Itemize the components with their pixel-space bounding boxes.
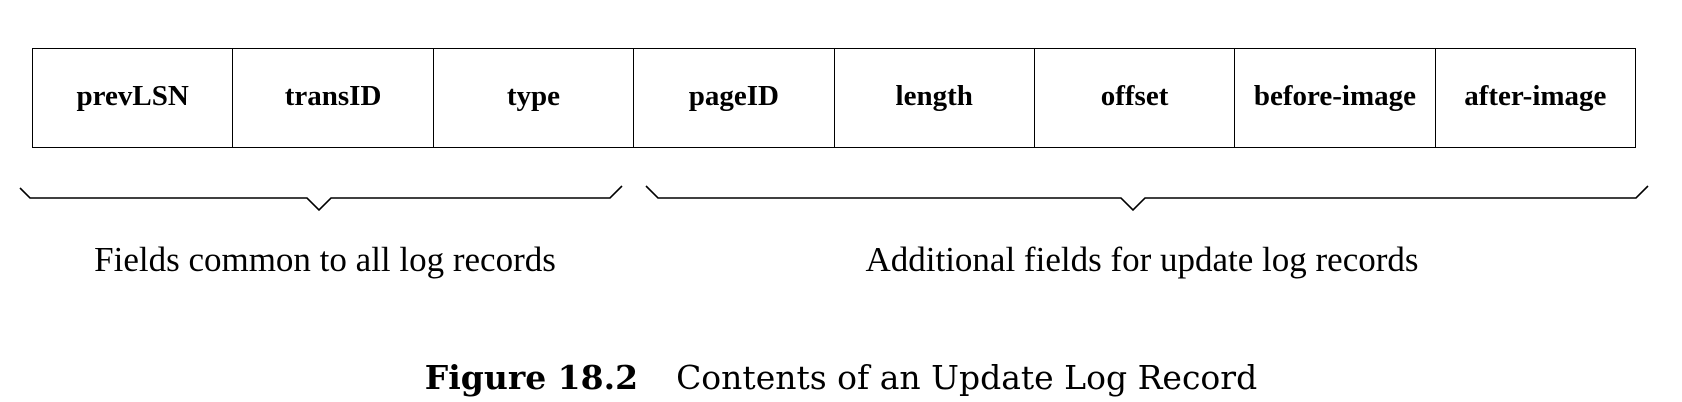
field-offset: offset bbox=[1035, 49, 1236, 147]
field-prevlsn: prevLSN bbox=[33, 49, 234, 147]
group-braces bbox=[19, 185, 1649, 212]
field-transid: transID bbox=[233, 49, 434, 147]
log-record-layout: prevLSN transID type pageID length offse… bbox=[32, 48, 1636, 148]
figure-number: Figure 18.2 bbox=[424, 358, 639, 397]
update-fields-label: Additional fields for update log records bbox=[865, 240, 1419, 279]
field-after-image: after-image bbox=[1464, 79, 1607, 112]
brace-common-fields bbox=[19, 185, 623, 212]
brace-update-fields bbox=[645, 185, 1649, 212]
figure-caption: Figure 18.2 Contents of an Update Log Rec… bbox=[0, 358, 1682, 397]
common-fields-label: Fields common to all log records bbox=[94, 240, 556, 279]
field-before-image: before-image bbox=[1235, 49, 1436, 147]
field-pageid: pageID bbox=[634, 49, 835, 147]
figure-title: Contents of an Update Log Record bbox=[676, 358, 1258, 397]
field-length: length bbox=[835, 49, 1035, 147]
field-type: type bbox=[434, 49, 635, 147]
